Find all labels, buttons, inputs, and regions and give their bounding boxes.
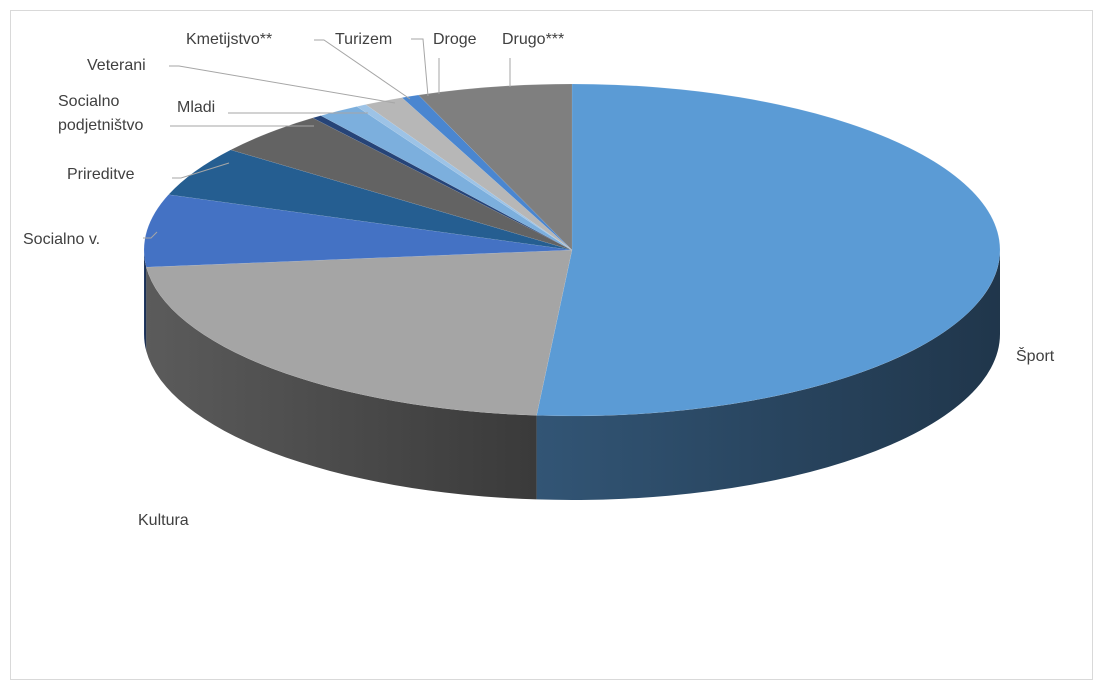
slice-label-prireditve: Prireditve xyxy=(67,166,135,183)
slice-veterani xyxy=(320,106,573,251)
slice-label-mladi: Mladi xyxy=(177,99,215,116)
slice-labels: Šport Kultura Socialno v. Prireditve Socialn… xyxy=(23,31,1055,529)
slice-label-drugo: Drugo*** xyxy=(502,31,564,48)
slice-label-kultura: Kultura xyxy=(138,512,189,529)
slice-droge xyxy=(401,94,573,251)
slice-socialno-podjetnistvo xyxy=(230,117,573,251)
slice-label-socialno-podjetnistvo: Socialno podjetništvo xyxy=(58,93,143,134)
leader-line-prireditve xyxy=(172,162,230,179)
leader-line-socialno-v xyxy=(143,231,158,239)
slice-label-kmetijstvo: Kmetijstvo** xyxy=(186,31,272,48)
leader-line-veterani xyxy=(169,65,396,104)
pie-walls xyxy=(144,250,1000,500)
slice-label-sport: Šport xyxy=(1016,346,1055,365)
slice-kmetijstvo xyxy=(356,104,573,251)
slice-label-veterani: Veterani xyxy=(87,57,146,74)
slice-label-droge: Droge xyxy=(433,31,477,48)
slice-sport xyxy=(536,83,1001,417)
slice-label-turizem: Turizem xyxy=(335,31,392,48)
leader-line-turizem xyxy=(411,38,429,97)
leader-lines xyxy=(143,38,511,239)
slice-prireditve xyxy=(168,149,573,251)
slice-socialno-v xyxy=(143,194,573,268)
slice-wall-sport xyxy=(536,250,1000,500)
pie-tops xyxy=(143,83,1001,417)
leader-line-kmetijstvo xyxy=(314,39,411,100)
slice-drugo xyxy=(417,83,573,251)
slice-wall-socialno-v xyxy=(144,250,147,352)
slice-kultura xyxy=(145,249,573,416)
slice-wall-kultura xyxy=(146,267,537,500)
slice-mladi xyxy=(312,115,573,251)
slice-label-socialno-v: Socialno v. xyxy=(23,231,100,248)
